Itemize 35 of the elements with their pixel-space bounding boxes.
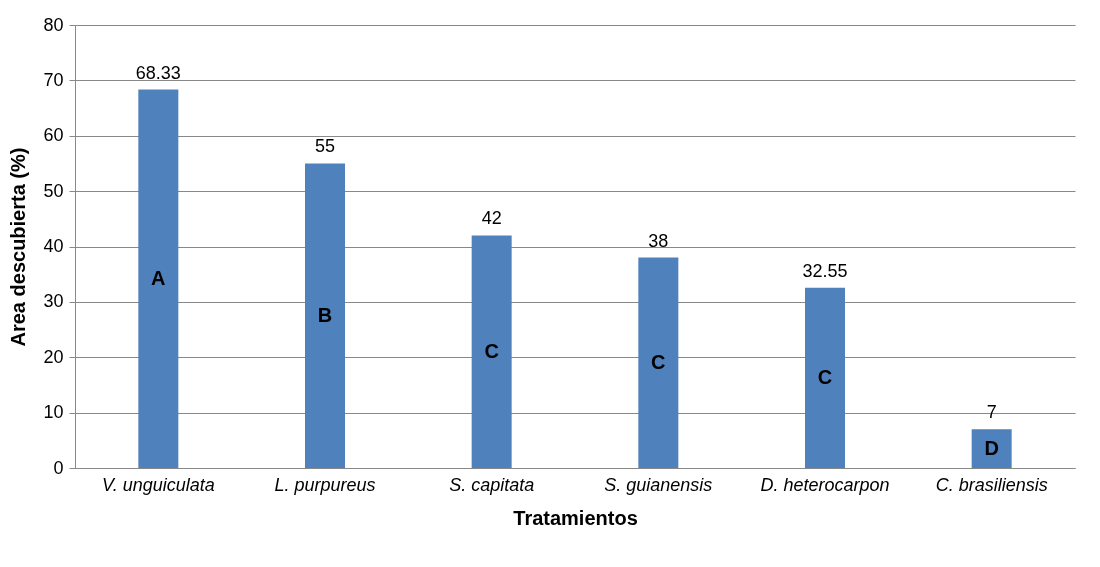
bar: [138, 89, 179, 468]
y-tick-label: 30: [43, 291, 64, 312]
annotation: C: [651, 350, 666, 373]
annotation: C: [484, 339, 499, 362]
bar: [471, 235, 512, 468]
y-tick-label: 60: [43, 125, 64, 146]
data-label: 68.33: [135, 62, 181, 83]
y-tick-label: 0: [53, 457, 64, 478]
x-axis-title: Tratamientos: [513, 506, 638, 529]
y-tick-label: 40: [43, 236, 64, 256]
data-label: 7: [986, 402, 997, 423]
annotation: B: [317, 303, 333, 326]
bar: [805, 287, 845, 468]
annotation: D: [984, 436, 999, 459]
bar: [971, 429, 1012, 468]
x-tick-label: D. heterocarpon: [760, 474, 890, 495]
x-tick-label: V. unguiculata: [101, 474, 215, 495]
bar: [638, 257, 679, 468]
y-tick-label: 80: [43, 14, 64, 35]
x-tick-label: S. capitata: [449, 474, 535, 495]
y-axis-title: Area descubierta (%): [7, 147, 30, 347]
data-label: 42: [481, 208, 502, 229]
y-tick-label: 10: [43, 402, 64, 423]
y-tick-label: 70: [43, 69, 64, 90]
annotation: A: [151, 266, 166, 289]
x-tick-label: L. purpureus: [274, 474, 376, 495]
data-label: 55: [314, 136, 336, 157]
x-tick-label: C. brasiliensis: [935, 474, 1048, 495]
x-tick-label: S. guianensis: [604, 474, 713, 495]
y-tick-label: 50: [43, 180, 64, 201]
bar: [305, 163, 345, 468]
data-label: 32.55: [802, 260, 848, 281]
annotation: C: [817, 365, 833, 388]
data-label: 38: [648, 230, 669, 251]
y-tick-label: 20: [43, 346, 64, 367]
